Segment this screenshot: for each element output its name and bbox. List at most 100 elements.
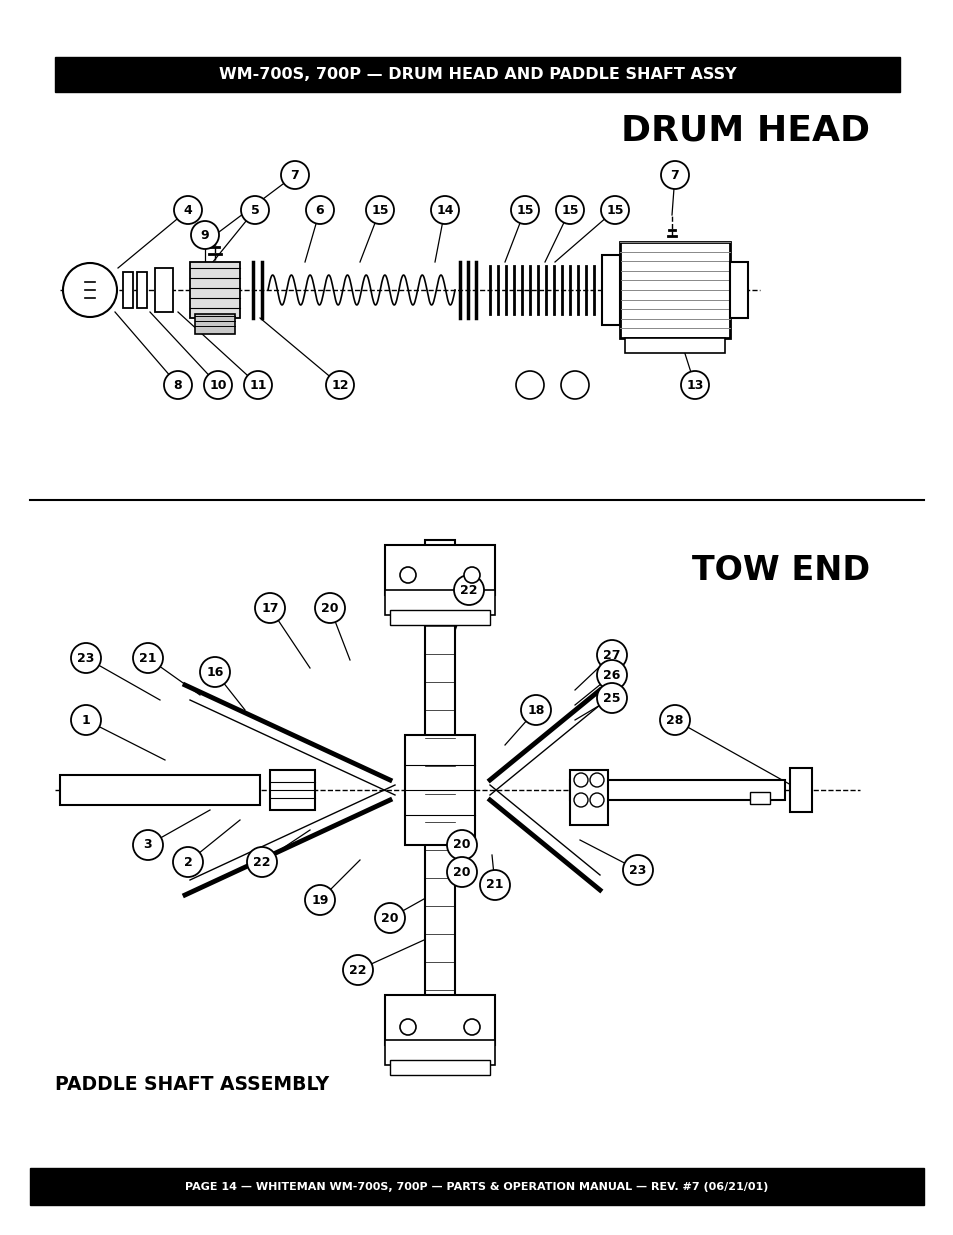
- Bar: [601, 254, 619, 325]
- Bar: [60, 776, 260, 805]
- Circle shape: [556, 196, 583, 224]
- Text: 8: 8: [173, 378, 182, 391]
- Circle shape: [172, 847, 203, 877]
- Bar: [749, 792, 769, 804]
- Circle shape: [447, 830, 476, 860]
- Text: 23: 23: [629, 863, 646, 877]
- Text: 2: 2: [183, 856, 193, 868]
- Circle shape: [574, 773, 587, 787]
- Text: 22: 22: [459, 583, 477, 597]
- Circle shape: [447, 857, 476, 887]
- Text: 15: 15: [371, 204, 388, 216]
- Circle shape: [597, 683, 626, 713]
- Circle shape: [314, 593, 345, 622]
- Bar: [154, 268, 172, 312]
- Circle shape: [479, 869, 510, 900]
- Circle shape: [173, 196, 202, 224]
- Text: 13: 13: [685, 378, 703, 391]
- Text: 7: 7: [291, 168, 299, 182]
- Text: 20: 20: [381, 911, 398, 925]
- Circle shape: [560, 370, 588, 399]
- Circle shape: [71, 705, 101, 735]
- Bar: [194, 314, 234, 333]
- Text: PAGE 14 — WHITEMAN WM-700S, 700P — PARTS & OPERATION MANUAL — REV. #7 (06/21/01): PAGE 14 — WHITEMAN WM-700S, 700P — PARTS…: [185, 1182, 768, 1192]
- Circle shape: [326, 370, 354, 399]
- Bar: [137, 272, 147, 308]
- Circle shape: [399, 567, 416, 583]
- Text: TOW END: TOW END: [691, 553, 869, 587]
- Text: 20: 20: [453, 839, 470, 851]
- Bar: [55, 57, 899, 91]
- Circle shape: [254, 593, 285, 622]
- Text: WM-700S, 700P — DRUM HEAD AND PADDLE SHAFT ASSY: WM-700S, 700P — DRUM HEAD AND PADDLE SHA…: [218, 67, 736, 82]
- Text: 15: 15: [605, 204, 623, 216]
- Circle shape: [431, 196, 458, 224]
- Bar: [385, 1040, 495, 1065]
- Circle shape: [600, 196, 628, 224]
- Circle shape: [191, 221, 219, 249]
- Bar: [405, 735, 475, 845]
- Text: 15: 15: [560, 204, 578, 216]
- Text: DRUM HEAD: DRUM HEAD: [620, 112, 869, 147]
- Circle shape: [399, 1019, 416, 1035]
- Circle shape: [63, 263, 117, 317]
- Text: 23: 23: [77, 652, 94, 664]
- Circle shape: [247, 847, 276, 877]
- Circle shape: [343, 955, 373, 986]
- Text: 15: 15: [516, 204, 533, 216]
- Bar: [424, 540, 455, 1060]
- Text: 11: 11: [249, 378, 267, 391]
- Circle shape: [597, 640, 626, 671]
- Circle shape: [659, 705, 689, 735]
- Circle shape: [520, 695, 551, 725]
- Text: 16: 16: [206, 666, 223, 678]
- Text: PADDLE SHAFT ASSEMBLY: PADDLE SHAFT ASSEMBLY: [55, 1076, 329, 1094]
- Circle shape: [305, 885, 335, 915]
- Bar: [190, 262, 240, 317]
- Text: 21: 21: [486, 878, 503, 892]
- Text: 22: 22: [253, 856, 271, 868]
- Text: 1: 1: [82, 714, 91, 726]
- Circle shape: [660, 161, 688, 189]
- Text: 4: 4: [183, 204, 193, 216]
- Bar: [390, 610, 490, 625]
- Circle shape: [132, 830, 163, 860]
- Text: 14: 14: [436, 204, 454, 216]
- Circle shape: [516, 370, 543, 399]
- Bar: [729, 262, 747, 317]
- Circle shape: [589, 793, 603, 806]
- Bar: [619, 242, 729, 338]
- Text: 3: 3: [144, 839, 152, 851]
- Text: 7: 7: [670, 168, 679, 182]
- Text: 20: 20: [321, 601, 338, 615]
- Text: 17: 17: [261, 601, 278, 615]
- Bar: [569, 769, 607, 825]
- Circle shape: [241, 196, 269, 224]
- Text: 10: 10: [209, 378, 227, 391]
- Circle shape: [71, 643, 101, 673]
- Text: 12: 12: [331, 378, 349, 391]
- Circle shape: [281, 161, 309, 189]
- Text: 25: 25: [602, 692, 620, 704]
- Text: 27: 27: [602, 648, 620, 662]
- Text: 20: 20: [453, 866, 470, 878]
- Text: 19: 19: [311, 893, 329, 906]
- Circle shape: [306, 196, 334, 224]
- Text: 6: 6: [315, 204, 324, 216]
- Bar: [123, 272, 132, 308]
- Text: 18: 18: [527, 704, 544, 716]
- Circle shape: [622, 855, 652, 885]
- Text: 28: 28: [665, 714, 683, 726]
- Circle shape: [574, 793, 587, 806]
- Bar: [30, 1168, 923, 1205]
- Circle shape: [132, 643, 163, 673]
- Circle shape: [597, 659, 626, 690]
- Bar: [390, 1060, 490, 1074]
- Circle shape: [204, 370, 232, 399]
- Circle shape: [375, 903, 405, 932]
- Bar: [385, 545, 495, 595]
- Bar: [624, 338, 724, 353]
- Circle shape: [164, 370, 192, 399]
- Text: 26: 26: [602, 668, 620, 682]
- Bar: [385, 995, 495, 1045]
